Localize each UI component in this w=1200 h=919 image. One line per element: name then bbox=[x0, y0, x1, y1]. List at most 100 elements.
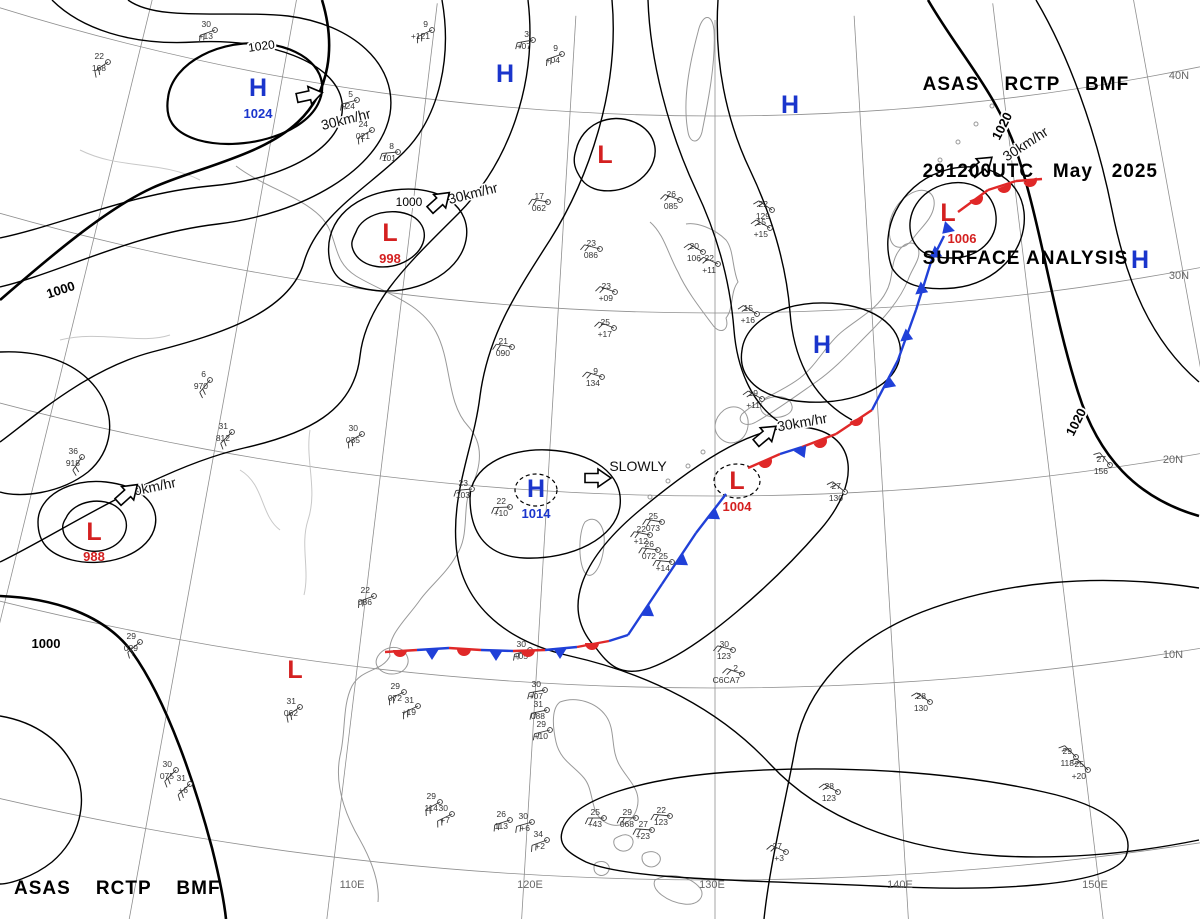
wind-barb-tick bbox=[594, 321, 600, 327]
station-plot: 27+3 bbox=[766, 841, 789, 863]
wind-barb-tick bbox=[1070, 758, 1077, 762]
isobar bbox=[0, 0, 531, 563]
isobar bbox=[454, 0, 1200, 858]
isobar bbox=[0, 0, 343, 239]
station-value-2: +121 bbox=[411, 31, 430, 41]
station-value-2: +07 bbox=[517, 41, 532, 51]
wind-barb-shaft bbox=[823, 783, 839, 793]
station-value-1: 28 bbox=[825, 781, 835, 791]
station-value-2: +09 bbox=[599, 293, 614, 303]
lon-label: 140E bbox=[887, 879, 913, 891]
station-value-1: 30 bbox=[202, 19, 212, 29]
station-value-1: 5 bbox=[348, 89, 353, 99]
station-value-1: 22 bbox=[95, 51, 105, 61]
wind-barb-tick bbox=[654, 814, 659, 821]
wind-barb-tick bbox=[492, 343, 497, 350]
wind-barb-tick bbox=[698, 256, 704, 262]
cold-front-symbol bbox=[883, 375, 897, 389]
station-value-2: 029 bbox=[124, 643, 138, 653]
isobar bbox=[0, 715, 83, 885]
isobar bbox=[0, 351, 111, 496]
station-value-2: +7 bbox=[440, 815, 450, 825]
station-value-1: 6 bbox=[201, 369, 206, 379]
movement-arrow-icon bbox=[967, 156, 993, 179]
center-pressure-value: 1014 bbox=[522, 506, 552, 521]
wind-barb-tick bbox=[642, 518, 647, 525]
lon-label: 130E bbox=[699, 879, 725, 891]
wind-barb-tick bbox=[589, 817, 593, 825]
isobar bbox=[647, 0, 791, 429]
warm-front-line bbox=[1015, 177, 1043, 183]
station-plot: 29+10 bbox=[532, 719, 553, 741]
station-value-1: 23 bbox=[459, 478, 469, 488]
station-value-2: +3 bbox=[774, 853, 784, 863]
station-value-1: 31 bbox=[219, 421, 229, 431]
dashed-center-circle-low bbox=[713, 463, 761, 499]
station-plot: 31+19 bbox=[402, 695, 421, 720]
coastline-kyushu bbox=[714, 406, 749, 444]
warm-front-symbol bbox=[1023, 177, 1037, 187]
station-value-1: 25 bbox=[1075, 759, 1085, 769]
wind-barb-tick bbox=[453, 490, 457, 497]
wind-barb-shaft bbox=[425, 801, 441, 810]
station-plot: 30+7 bbox=[437, 803, 455, 828]
station-value-1: 22 bbox=[497, 496, 507, 506]
warm-front-line bbox=[747, 452, 781, 470]
wind-barb-tick bbox=[818, 783, 825, 789]
station-value-2: +11 bbox=[702, 265, 716, 275]
station-value-2: +13 bbox=[199, 31, 214, 41]
station-value-2: 134 bbox=[586, 378, 600, 388]
cold-front-line bbox=[661, 532, 697, 585]
wind-barb-shaft bbox=[656, 559, 673, 563]
wind-barb-tick bbox=[537, 732, 540, 740]
wind-barb-tick bbox=[532, 733, 535, 741]
station-value-1: 31 bbox=[405, 695, 415, 705]
station-plot: 25+14 bbox=[652, 551, 675, 573]
isobar bbox=[351, 211, 426, 268]
wind-barb-shaft bbox=[220, 431, 233, 444]
wind-barb-tick bbox=[616, 817, 621, 824]
wind-barb-shaft bbox=[546, 53, 563, 60]
longitude-line bbox=[0, 0, 153, 624]
cold-front-symbol bbox=[489, 650, 503, 661]
wind-barb-tick bbox=[621, 817, 625, 824]
station-value-2: 123 bbox=[822, 793, 836, 803]
center-pressure-value: 1024 bbox=[244, 106, 274, 121]
high-center-symbol: H bbox=[527, 475, 545, 503]
longitude-line bbox=[853, 15, 909, 919]
wind-barb-tick bbox=[598, 323, 604, 329]
lat-label: 20N bbox=[1163, 454, 1183, 466]
coastline-luzon bbox=[552, 699, 639, 826]
station-value-2: 085 bbox=[664, 201, 678, 211]
station-value-1: 9 bbox=[593, 366, 598, 376]
wind-barb-shaft bbox=[743, 305, 758, 315]
station-value-2: +04 bbox=[546, 55, 561, 65]
station-value-2: C6CA7 bbox=[713, 675, 741, 685]
isobar bbox=[560, 768, 1129, 889]
station-value-2: +14 bbox=[656, 563, 671, 573]
wind-barb-tick bbox=[202, 388, 206, 395]
high-center-symbol: H bbox=[1131, 246, 1149, 274]
wind-barb-tick bbox=[584, 817, 589, 825]
station-plot: 31+6 bbox=[177, 773, 193, 802]
wind-barb-tick bbox=[914, 695, 921, 700]
station-value-1: 27 bbox=[1097, 454, 1107, 464]
isobar bbox=[61, 500, 128, 552]
wind-barb-tick bbox=[702, 258, 708, 264]
station-value-1: 30 bbox=[720, 639, 730, 649]
wind-barb-tick bbox=[497, 823, 500, 831]
wind-barb-tick bbox=[290, 713, 293, 721]
station-value-2: 068 bbox=[620, 819, 634, 829]
wind-barb-shaft bbox=[456, 488, 473, 491]
coastline-korea bbox=[649, 221, 739, 332]
station-value-1: 9 bbox=[553, 43, 558, 53]
wind-barb-shaft bbox=[619, 816, 637, 819]
wind-barb-tick bbox=[830, 484, 837, 488]
wind-barb-tick bbox=[177, 794, 181, 802]
